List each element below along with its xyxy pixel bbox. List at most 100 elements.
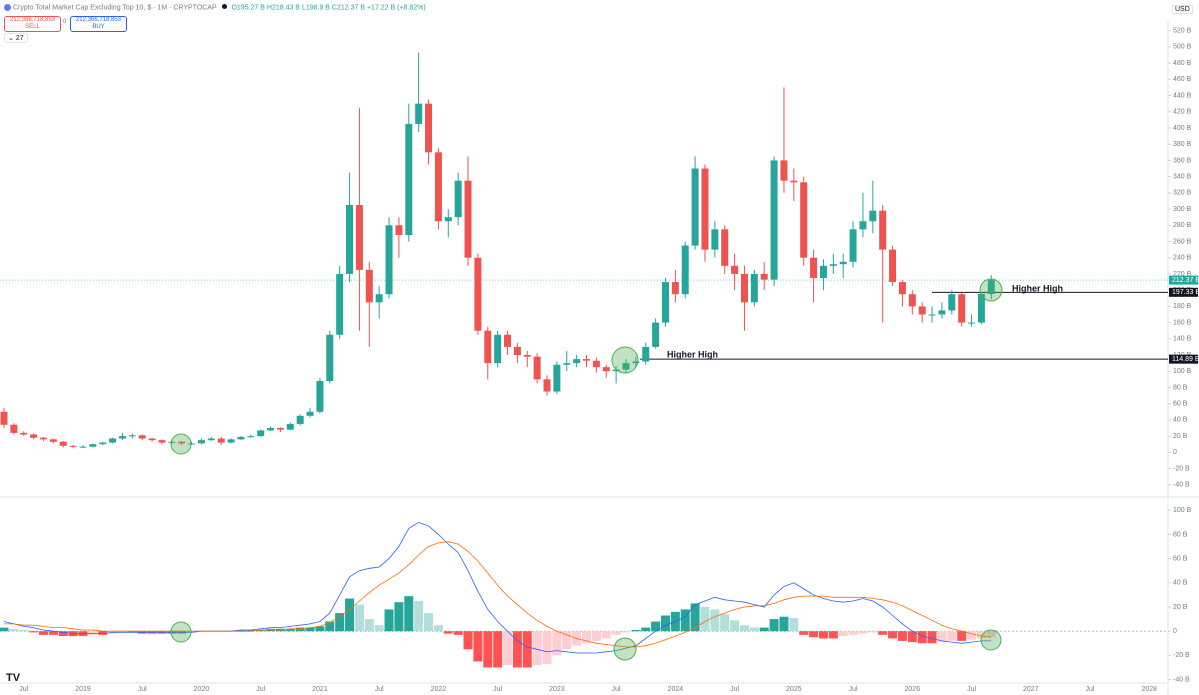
price-label-bg (1169, 287, 1198, 297)
y-tick-label: 40 B (1173, 417, 1188, 424)
candle-body (39, 437, 47, 440)
candle-body (178, 441, 186, 444)
candle-body (898, 282, 906, 295)
histogram-bar (483, 631, 493, 668)
histogram-bar (848, 631, 858, 635)
candle-body (128, 435, 136, 437)
candle-body (385, 225, 393, 295)
buy-button[interactable]: 212,366,718,853 BUY (70, 16, 127, 32)
candle-body (602, 367, 610, 372)
y-tick-label: 460 B (1173, 76, 1192, 83)
y-tick-label: -20 B (1173, 465, 1190, 472)
y-tick-label: 40 B (1173, 580, 1188, 587)
histogram-bar (345, 598, 355, 632)
y-tick-label: -40 B (1173, 482, 1190, 489)
symbol-title: Crypto Total Market Cap Excluding Top 10… (12, 4, 217, 12)
candle-body (365, 269, 373, 303)
candle-body (405, 123, 413, 236)
y-tick-label: 520 B (1173, 28, 1192, 35)
histogram-bar (730, 620, 740, 632)
y-tick-label: 140 B (1173, 336, 1192, 343)
candle-body (158, 440, 166, 443)
y-tick-label: -40 B (1173, 676, 1190, 683)
y-tick-label: 500 B (1173, 44, 1192, 51)
candle-body (484, 330, 492, 364)
candle-body (326, 334, 334, 381)
histogram-bar (878, 631, 888, 635)
candle-body (928, 314, 936, 316)
histogram-bar (591, 631, 601, 641)
candle-body (0, 411, 8, 425)
price-label: 114.89 B (1172, 356, 1199, 363)
y-tick-label: 80 B (1173, 384, 1188, 391)
price-label: 197.33 B (1172, 289, 1199, 296)
histogram-bar (710, 609, 720, 632)
sell-button[interactable]: 212,366,718,853 SELL (4, 16, 61, 32)
candle-body (237, 436, 245, 440)
histogram-bar (236, 629, 246, 632)
candle-body (879, 210, 887, 250)
histogram-bar (98, 631, 108, 635)
y-tick-label: 360 B (1173, 157, 1192, 164)
candle-body (109, 438, 117, 443)
histogram-bar (19, 629, 29, 632)
y-tick-label: 100 B (1173, 507, 1192, 514)
histogram-bar (493, 631, 503, 668)
x-tick-label: 2021 (312, 686, 328, 693)
histogram-bar (611, 631, 621, 635)
candle-body (612, 369, 620, 372)
candle-body (296, 415, 304, 424)
histogram-bar (967, 631, 977, 640)
histogram-bar (601, 631, 611, 639)
candle-body (661, 282, 669, 323)
candle-body (938, 310, 946, 315)
histogram-bar (453, 631, 463, 635)
histogram-bar (779, 616, 789, 632)
histogram-bar (720, 614, 730, 632)
ohlc-open: O195.27 B (231, 4, 265, 12)
candle-body (89, 444, 97, 447)
x-tick-label: 2023 (549, 686, 565, 693)
histogram-bar (680, 609, 690, 632)
x-tick-label: 2028 (1141, 686, 1157, 693)
indicators-toggle[interactable]: ⌄ 27 (4, 33, 28, 43)
histogram-bar (947, 631, 957, 641)
histogram-bar (315, 626, 325, 632)
histogram-bar (58, 631, 68, 637)
candle-body (99, 442, 107, 445)
candle-body (701, 168, 709, 250)
candle-body (316, 380, 324, 412)
y-tick-label: 100 B (1173, 368, 1192, 375)
candle-body (464, 180, 472, 258)
candle-body (197, 440, 205, 444)
candle-body (523, 355, 531, 357)
histogram-bar (0, 627, 9, 632)
histogram-bar (838, 631, 848, 637)
candle-body (760, 273, 768, 280)
candle-body (553, 364, 561, 392)
highlight-circle (979, 278, 1003, 302)
y-tick-label: 480 B (1173, 60, 1192, 67)
candle-body (691, 168, 699, 246)
y-tick-label: 260 B (1173, 238, 1192, 245)
x-tick-label: Jul (19, 686, 28, 693)
x-tick-label: Jul (493, 686, 502, 693)
currency-button[interactable]: USD (1172, 5, 1193, 14)
histogram-bar (433, 625, 443, 632)
y-tick-label: 20 B (1173, 604, 1188, 611)
candle-body (346, 205, 354, 274)
histogram-bar (256, 629, 266, 632)
y-tick-label: 300 B (1173, 206, 1192, 213)
candle-body (859, 221, 867, 230)
y-tick-label: 180 B (1173, 303, 1192, 310)
x-tick-label: 2025 (786, 686, 802, 693)
x-tick-label: Jul (967, 686, 976, 693)
histogram-bar (739, 625, 749, 632)
y-tick-label: 420 B (1173, 109, 1192, 116)
candle-body (711, 229, 719, 250)
histogram-bar (651, 621, 661, 632)
x-tick-label: Jul (612, 686, 621, 693)
candle-body (306, 411, 314, 416)
candle-body (770, 160, 778, 280)
